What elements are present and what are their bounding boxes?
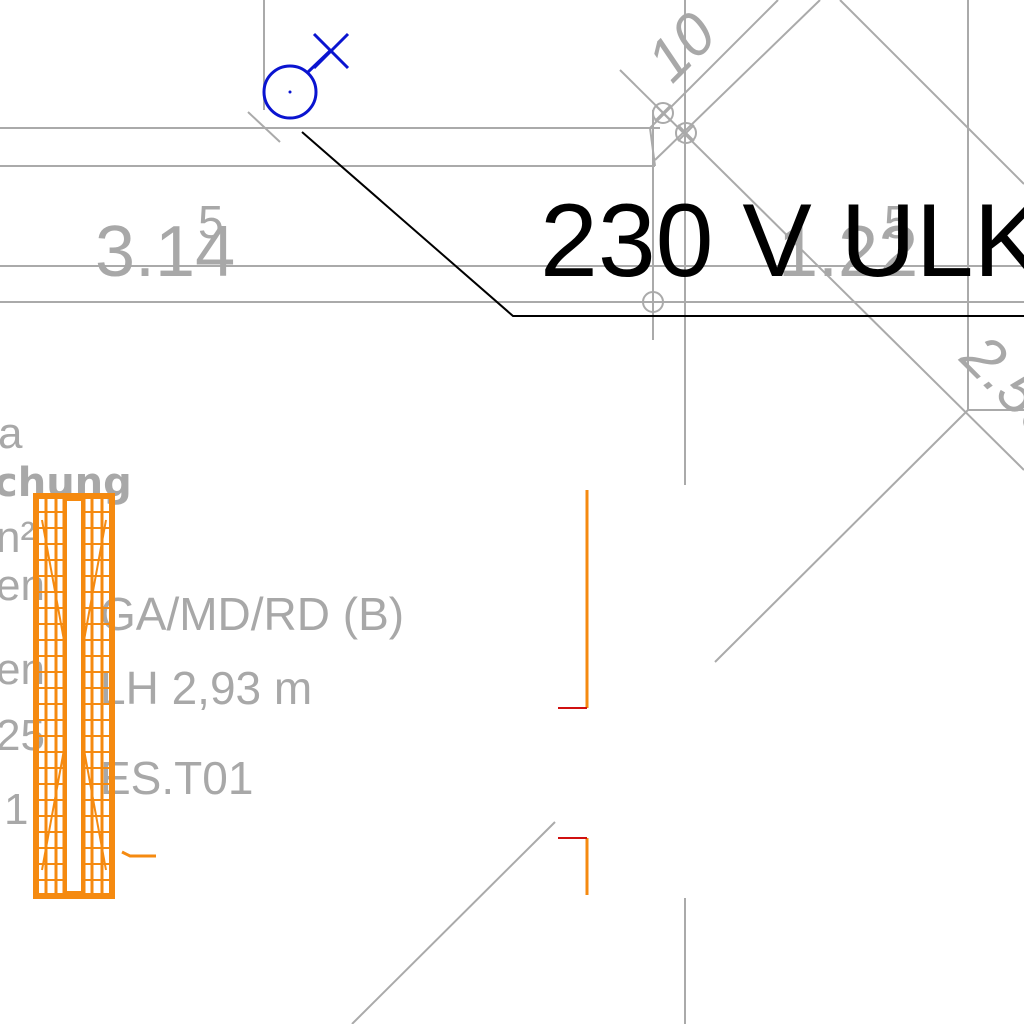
outlet-symbol[interactable] [262,32,350,120]
room-label-line: 1 [4,785,28,834]
room-spec-floor: GA/MD/RD (B) [100,588,404,640]
grid-node-circle [642,291,664,313]
diagonal-line [351,821,556,1024]
diagonal-line [619,69,1024,471]
outlet-center-dot [288,90,292,94]
diagonal-line [839,0,1024,185]
callout-leader-line [301,131,1024,317]
grid-node-circle [675,122,697,144]
grid-node-cross [677,124,695,142]
dimension-center: 1.22 [778,212,918,292]
grid-node-circle [652,102,674,124]
room-label-line: a [0,409,23,458]
door-opening[interactable] [558,490,589,895]
dimension-diagonal-top: 10 [634,0,729,94]
tick-mark [247,111,281,143]
tag-marker-line [121,850,156,858]
wall-outline [33,493,115,899]
room-spec-code: ES.T01 [100,752,253,804]
dimension-center-superscript: 5 [884,196,910,248]
outlet-cross-b [312,32,350,70]
outlet-circle [262,64,318,120]
dimension-left: 3.14 [95,212,235,292]
dimension-left-superscript: 5 [198,196,224,248]
room-spec-height: LH 2,93 m [100,662,312,714]
grid-node-cross [654,104,672,122]
room-label-line: n² [0,513,35,562]
wall-core [65,499,83,893]
callout-label[interactable]: 230 V ULK [540,183,1024,299]
orange-wall-element[interactable] [33,493,115,899]
diagonal-line [714,409,969,663]
diagonal-line [654,0,821,161]
